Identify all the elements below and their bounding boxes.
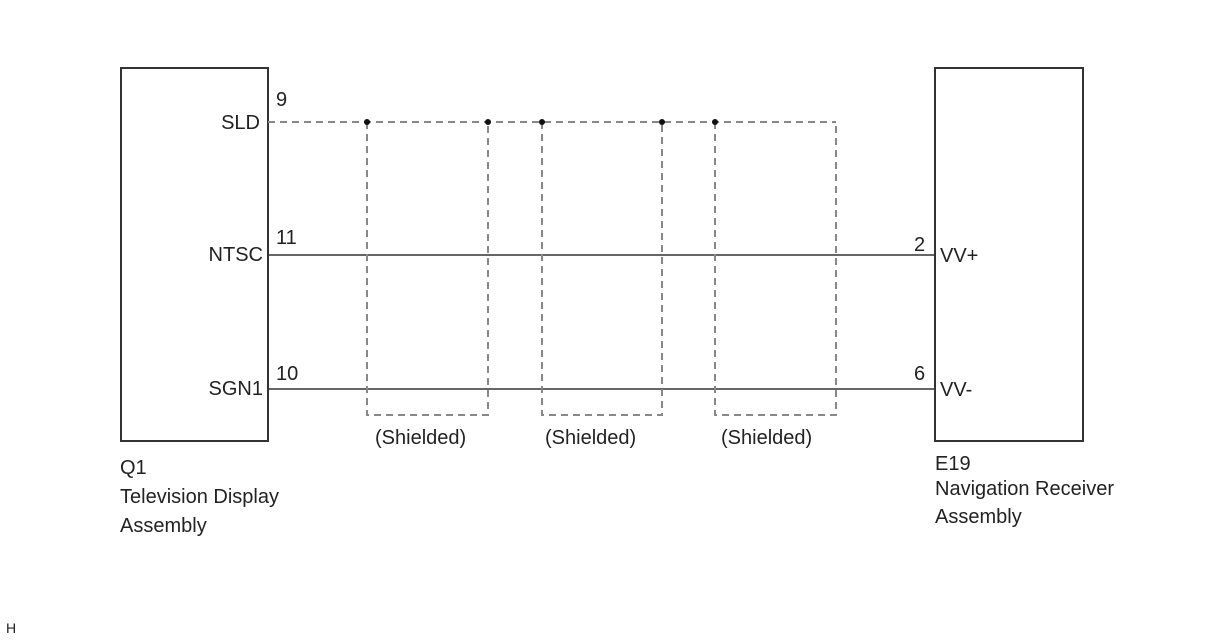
pin-label-sgn1: SGN1	[208, 378, 263, 400]
pin-label-sld: SLD	[221, 112, 260, 134]
splice-dot	[712, 119, 718, 125]
q1-name-line2: Assembly	[120, 515, 207, 537]
shield-1	[366, 122, 489, 416]
pin-number-11: 11	[276, 227, 297, 249]
shield-label: (Shielded)	[545, 427, 637, 449]
e19-name-line2: Assembly	[935, 506, 1022, 528]
pin-number-6: 6	[914, 363, 926, 385]
pin-label-vv-minus: VV-	[940, 379, 973, 401]
pin-number-9: 9	[276, 89, 288, 111]
e19-name-line1: Navigation Receiver	[935, 478, 1114, 500]
pin-label-ntsc: NTSC	[208, 244, 263, 266]
splice-dot	[364, 119, 370, 125]
shield-label: (Shielded)	[721, 427, 813, 449]
splice-dot	[485, 119, 491, 125]
splice-dot	[659, 119, 665, 125]
splice-dot	[539, 119, 545, 125]
shield-label: (Shielded)	[375, 427, 467, 449]
shield-2	[541, 122, 663, 416]
pin-number-10: 10	[276, 363, 299, 385]
shield-3	[714, 122, 837, 416]
pin-label-vv-plus: VV+	[940, 245, 979, 267]
pin-number-2: 2	[914, 234, 926, 256]
e19-code: E19	[935, 453, 971, 475]
q1-code: Q1	[120, 457, 147, 479]
q1-name-line1: Television Display	[120, 486, 279, 508]
corner-mark: H	[6, 620, 17, 636]
